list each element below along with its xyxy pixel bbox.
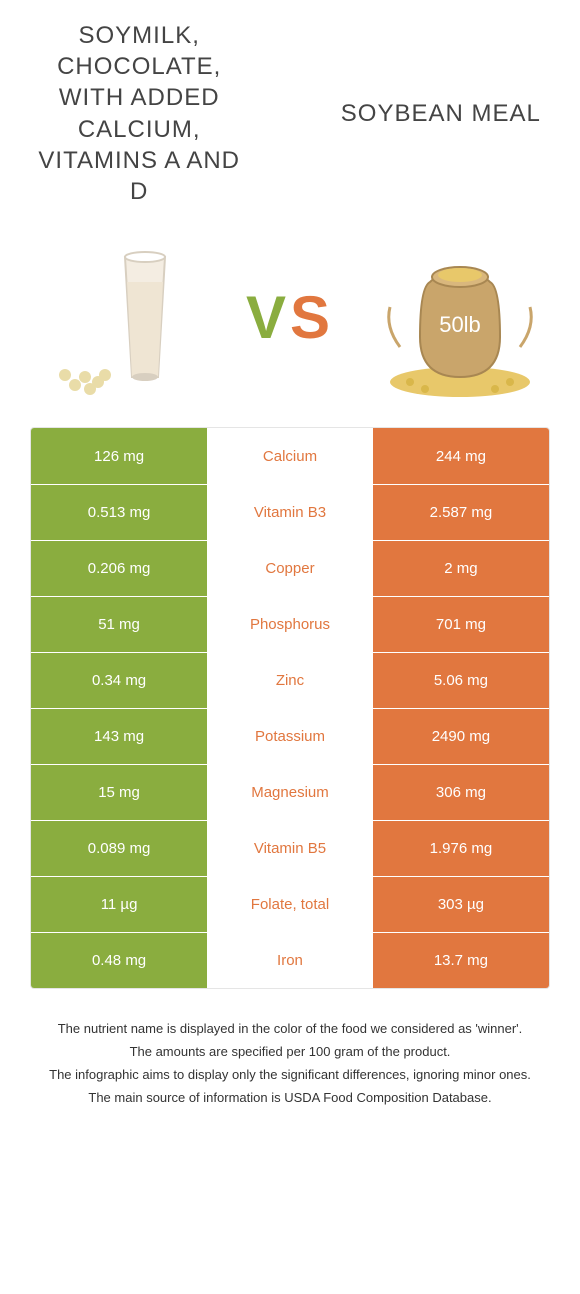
value-left: 0.206 mg xyxy=(31,541,207,596)
nutrient-name: Potassium xyxy=(207,709,373,764)
nutrient-name: Zinc xyxy=(207,653,373,708)
table-row: 0.206 mgCopper2 mg xyxy=(31,540,549,596)
value-right: 13.7 mg xyxy=(373,933,549,988)
nutrient-name: Copper xyxy=(207,541,373,596)
footnote-line: The main source of information is USDA F… xyxy=(35,1088,545,1109)
soymilk-glass-icon xyxy=(30,227,210,407)
nutrient-name: Folate, total xyxy=(207,877,373,932)
svg-text:50lb: 50lb xyxy=(439,312,481,337)
table-row: 143 mgPotassium2490 mg xyxy=(31,708,549,764)
value-left: 0.089 mg xyxy=(31,821,207,876)
value-right: 303 µg xyxy=(373,877,549,932)
title-left: SOYMILK, CHOCOLATE, WITH ADDED CALCIUM, … xyxy=(30,20,248,207)
table-row: 11 µgFolate, total303 µg xyxy=(31,876,549,932)
hero-row: VS 50lb xyxy=(30,227,550,407)
value-right: 1.976 mg xyxy=(373,821,549,876)
footnote-line: The nutrient name is displayed in the co… xyxy=(35,1019,545,1040)
nutrient-name: Calcium xyxy=(207,428,373,484)
value-left: 11 µg xyxy=(31,877,207,932)
vs-s: S xyxy=(290,284,334,351)
infographic-container: SOYMILK, CHOCOLATE, WITH ADDED CALCIUM, … xyxy=(0,0,580,1140)
footnote-line: The infographic aims to display only the… xyxy=(35,1065,545,1086)
nutrient-name: Magnesium xyxy=(207,765,373,820)
titles-row: SOYMILK, CHOCOLATE, WITH ADDED CALCIUM, … xyxy=(30,0,550,227)
comparison-table: 126 mgCalcium244 mg0.513 mgVitamin B32.5… xyxy=(30,427,550,989)
value-right: 5.06 mg xyxy=(373,653,549,708)
value-right: 244 mg xyxy=(373,428,549,484)
table-row: 0.34 mgZinc5.06 mg xyxy=(31,652,549,708)
value-right: 701 mg xyxy=(373,597,549,652)
value-right: 2.587 mg xyxy=(373,485,549,540)
image-right: 50lb xyxy=(370,227,550,407)
title-right: SOYBEAN MEAL xyxy=(332,98,550,129)
table-row: 15 mgMagnesium306 mg xyxy=(31,764,549,820)
value-left: 0.48 mg xyxy=(31,933,207,988)
footnote-line: The amounts are specified per 100 gram o… xyxy=(35,1042,545,1063)
vs-v: V xyxy=(246,284,290,351)
nutrient-name: Vitamin B5 xyxy=(207,821,373,876)
value-right: 2 mg xyxy=(373,541,549,596)
value-left: 15 mg xyxy=(31,765,207,820)
image-left xyxy=(30,227,210,407)
value-left: 126 mg xyxy=(31,428,207,484)
nutrient-name: Phosphorus xyxy=(207,597,373,652)
value-left: 0.513 mg xyxy=(31,485,207,540)
footnotes: The nutrient name is displayed in the co… xyxy=(30,1019,550,1140)
value-left: 143 mg xyxy=(31,709,207,764)
table-row: 0.48 mgIron13.7 mg xyxy=(31,932,549,988)
value-left: 51 mg xyxy=(31,597,207,652)
value-left: 0.34 mg xyxy=(31,653,207,708)
table-row: 51 mgPhosphorus701 mg xyxy=(31,596,549,652)
table-row: 0.513 mgVitamin B32.587 mg xyxy=(31,484,549,540)
nutrient-name: Vitamin B3 xyxy=(207,485,373,540)
value-right: 2490 mg xyxy=(373,709,549,764)
nutrient-name: Iron xyxy=(207,933,373,988)
value-right: 306 mg xyxy=(373,765,549,820)
table-row: 0.089 mgVitamin B51.976 mg xyxy=(31,820,549,876)
table-row: 126 mgCalcium244 mg xyxy=(31,428,549,484)
vs-label: VS xyxy=(246,283,334,352)
soybean-sack-icon: 50lb xyxy=(370,227,550,407)
